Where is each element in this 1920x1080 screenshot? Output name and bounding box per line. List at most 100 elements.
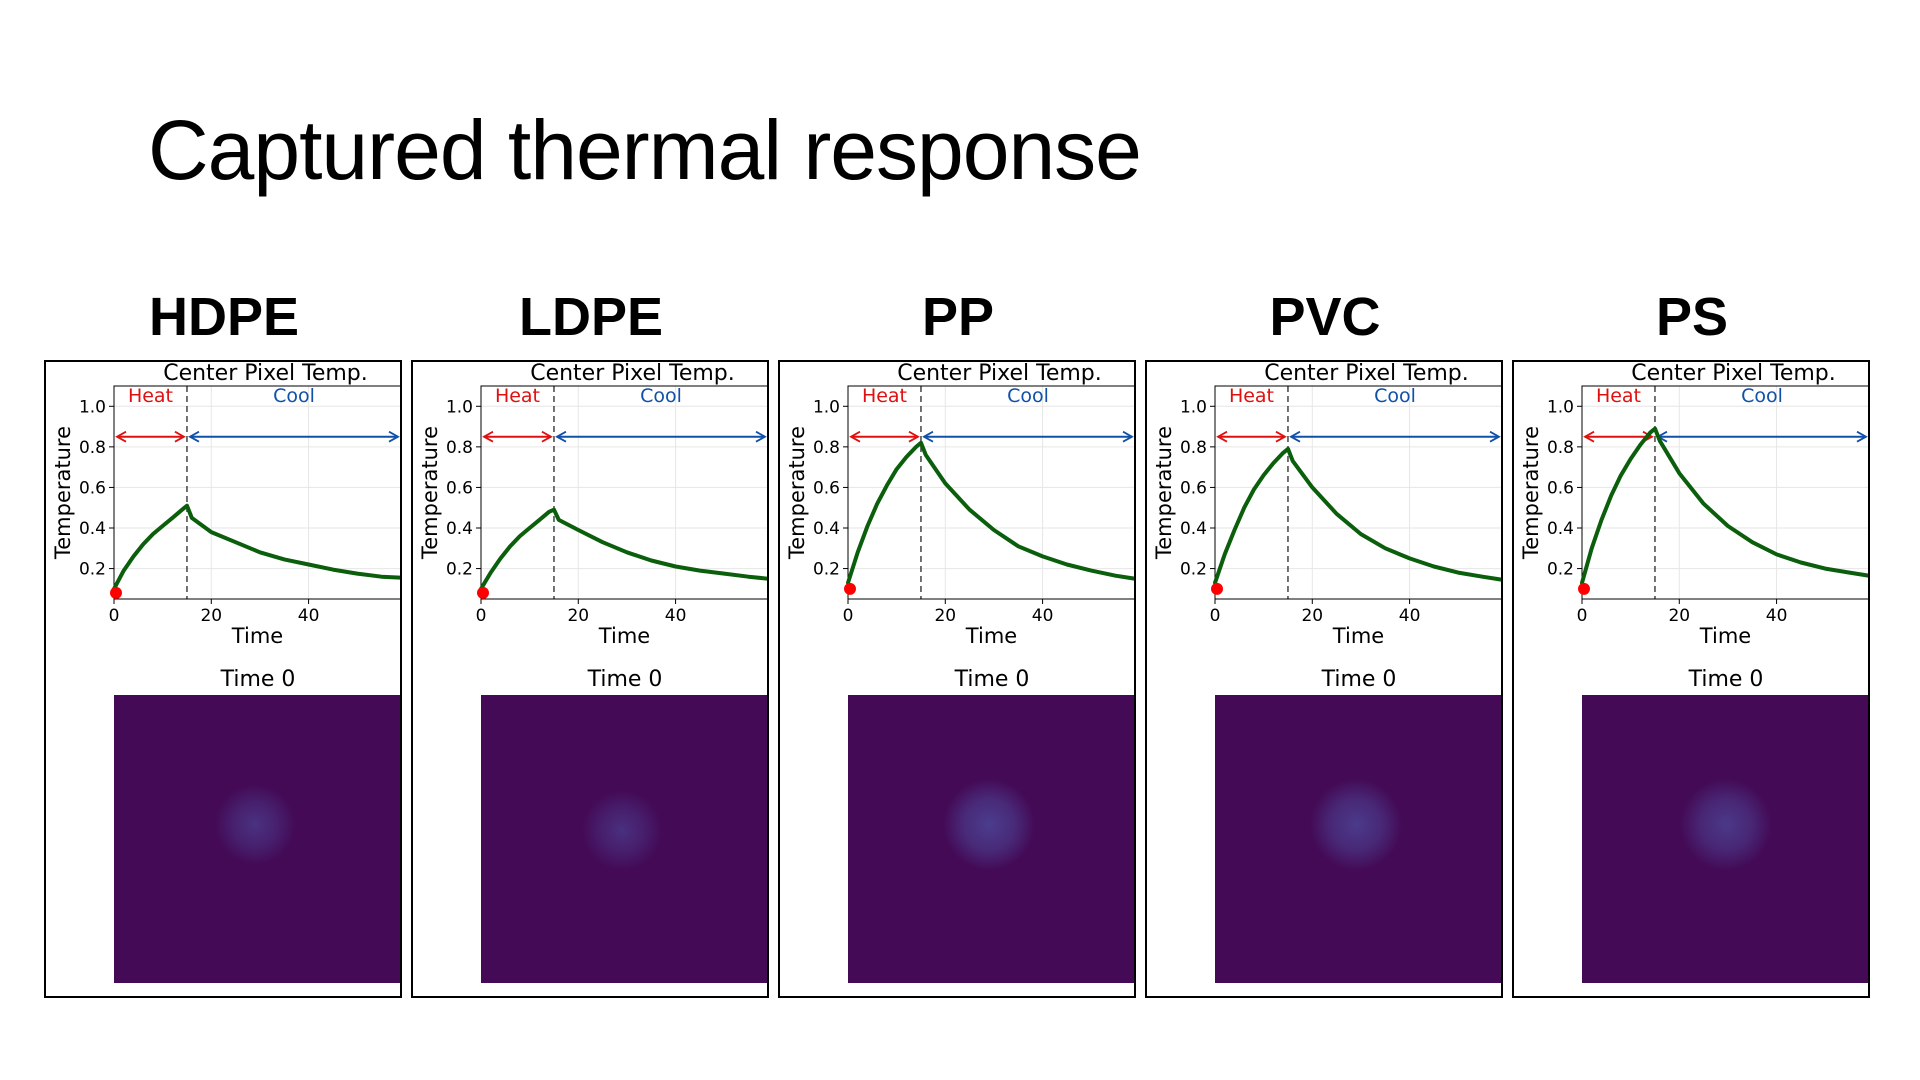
thermal-hotspot: [114, 695, 400, 983]
y-axis-label: Temperature: [1519, 426, 1543, 560]
time-marker: [1578, 582, 1590, 595]
y-tick-label: 0.6: [1547, 478, 1574, 498]
y-tick-label: 0.8: [1547, 438, 1574, 458]
chart-title: Center Pixel Temp.: [897, 362, 1102, 386]
cool-label: Cool: [273, 385, 315, 407]
slide-title: Captured thermal response: [148, 103, 1142, 197]
axes-frame: [1214, 385, 1501, 600]
axes-frame: [1581, 385, 1868, 600]
time-marker: [1211, 582, 1223, 595]
thermal-hotspot: [1215, 695, 1501, 983]
y-tick-label: 0.6: [446, 478, 473, 498]
thermal-figure: Center Pixel Temp. 0.2 0.4 0.6 0.8 1.0 0 20 40 Ti…: [418, 362, 767, 983]
x-tick-label: 20: [934, 606, 956, 626]
temperature-curve: [846, 440, 1134, 585]
x-tick-label: 40: [1399, 606, 1421, 626]
temperature-curve: [112, 503, 400, 591]
chart-title: Center Pixel Temp.: [530, 362, 735, 386]
x-axis-label: Time: [1699, 624, 1751, 648]
y-axis-label: Temperature: [1152, 426, 1176, 560]
x-tick-label: 0: [476, 606, 487, 626]
y-tick-label: 0.8: [446, 438, 473, 458]
x-axis-label: Time: [231, 624, 283, 648]
material-label-pvc: PVC: [1269, 287, 1381, 347]
temperature-curve: [479, 507, 767, 591]
material-label-hdpe: HDPE: [148, 287, 300, 347]
time-marker: [477, 586, 489, 599]
thermal-panel-pvc: Center Pixel Temp. 0.2 0.4 0.6 0.8 1.0 0 20 40 Ti…: [1145, 360, 1503, 998]
y-tick-label: 0.4: [813, 519, 840, 539]
image-title: Time 0: [220, 667, 296, 692]
chart-title: Center Pixel Temp.: [1631, 362, 1836, 386]
thermal-hotspot: [1582, 695, 1868, 983]
x-axis-label: Time: [965, 624, 1017, 648]
cool-label: Cool: [1374, 385, 1416, 407]
thermal-figure: Center Pixel Temp. 0.2 0.4 0.6 0.8 1.0 0 20 40 Ti…: [51, 362, 400, 983]
cool-label: Cool: [640, 385, 682, 407]
y-tick-label: 0.2: [813, 560, 840, 580]
x-tick-label: 20: [1668, 606, 1690, 626]
y-tick-label: 0.8: [79, 438, 106, 458]
thermal-figure: Center Pixel Temp. 0.2 0.4 0.6 0.8 1.0 0 20 40 Ti…: [785, 362, 1134, 983]
thermal-figure: Center Pixel Temp. 0.2 0.4 0.6 0.8 1.0 0 20 40 Ti…: [1519, 362, 1868, 983]
y-tick-label: 0.2: [1547, 560, 1574, 580]
y-tick-label: 0.6: [1180, 478, 1207, 498]
thermal-panel-ldpe: Center Pixel Temp. 0.2 0.4 0.6 0.8 1.0 0 20 40 Ti…: [411, 360, 769, 998]
material-label-ps: PS: [1655, 287, 1729, 347]
axes-frame: [113, 385, 400, 600]
y-tick-label: 1.0: [79, 397, 106, 417]
x-tick-label: 0: [1210, 606, 1221, 626]
y-tick-label: 1.0: [1180, 397, 1207, 417]
heat-label: Heat: [495, 385, 540, 407]
y-tick-label: 0.4: [1180, 519, 1207, 539]
time-marker: [110, 586, 122, 599]
x-tick-label: 40: [298, 606, 320, 626]
image-title: Time 0: [587, 667, 663, 692]
x-tick-label: 20: [567, 606, 589, 626]
y-tick-label: 0.2: [446, 560, 473, 580]
x-tick-label: 20: [200, 606, 222, 626]
chart-title: Center Pixel Temp.: [163, 362, 368, 386]
heat-label: Heat: [1229, 385, 1274, 407]
y-tick-label: 1.0: [446, 397, 473, 417]
thermal-panel-pp: Center Pixel Temp. 0.2 0.4 0.6 0.8 1.0 0 20 40 Ti…: [778, 360, 1136, 998]
chart-title: Center Pixel Temp.: [1264, 362, 1469, 386]
y-tick-label: 0.6: [813, 478, 840, 498]
y-tick-label: 0.2: [79, 560, 106, 580]
temperature-curve: [1213, 446, 1501, 585]
axes-frame: [847, 385, 1134, 600]
y-tick-label: 1.0: [1547, 397, 1574, 417]
x-tick-label: 0: [109, 606, 120, 626]
image-title: Time 0: [1688, 667, 1764, 692]
y-tick-label: 0.8: [813, 438, 840, 458]
x-tick-label: 0: [1577, 606, 1588, 626]
cool-label: Cool: [1007, 385, 1049, 407]
material-label-pp: PP: [921, 287, 995, 347]
y-tick-label: 0.2: [1180, 560, 1207, 580]
y-axis-label: Temperature: [785, 426, 809, 560]
time-marker: [844, 582, 856, 595]
x-tick-label: 40: [1766, 606, 1788, 626]
thermal-panel-hdpe: Center Pixel Temp. 0.2 0.4 0.6 0.8 1.0 0 20 40 Ti…: [44, 360, 402, 998]
y-axis-label: Temperature: [51, 426, 75, 560]
y-tick-label: 0.4: [1547, 519, 1574, 539]
image-title: Time 0: [1321, 667, 1397, 692]
x-tick-label: 40: [665, 606, 687, 626]
y-tick-label: 0.8: [1180, 438, 1207, 458]
x-axis-label: Time: [1332, 624, 1384, 648]
thermal-panel-ps: Center Pixel Temp. 0.2 0.4 0.6 0.8 1.0 0 20 40 Ti…: [1512, 360, 1870, 998]
x-axis-label: Time: [598, 624, 650, 648]
x-tick-label: 0: [843, 606, 854, 626]
heat-label: Heat: [1596, 385, 1641, 407]
thermal-figure: Center Pixel Temp. 0.2 0.4 0.6 0.8 1.0 0 20 40 Ti…: [1152, 362, 1501, 983]
thermal-hotspot: [848, 695, 1134, 983]
y-tick-label: 0.4: [79, 519, 106, 539]
heat-label: Heat: [128, 385, 173, 407]
temperature-curve: [1580, 426, 1868, 585]
y-tick-label: 1.0: [813, 397, 840, 417]
y-tick-label: 0.6: [79, 478, 106, 498]
y-axis-label: Temperature: [418, 426, 442, 560]
x-tick-label: 20: [1301, 606, 1323, 626]
cool-label: Cool: [1741, 385, 1783, 407]
material-label-ldpe: LDPE: [518, 287, 664, 347]
